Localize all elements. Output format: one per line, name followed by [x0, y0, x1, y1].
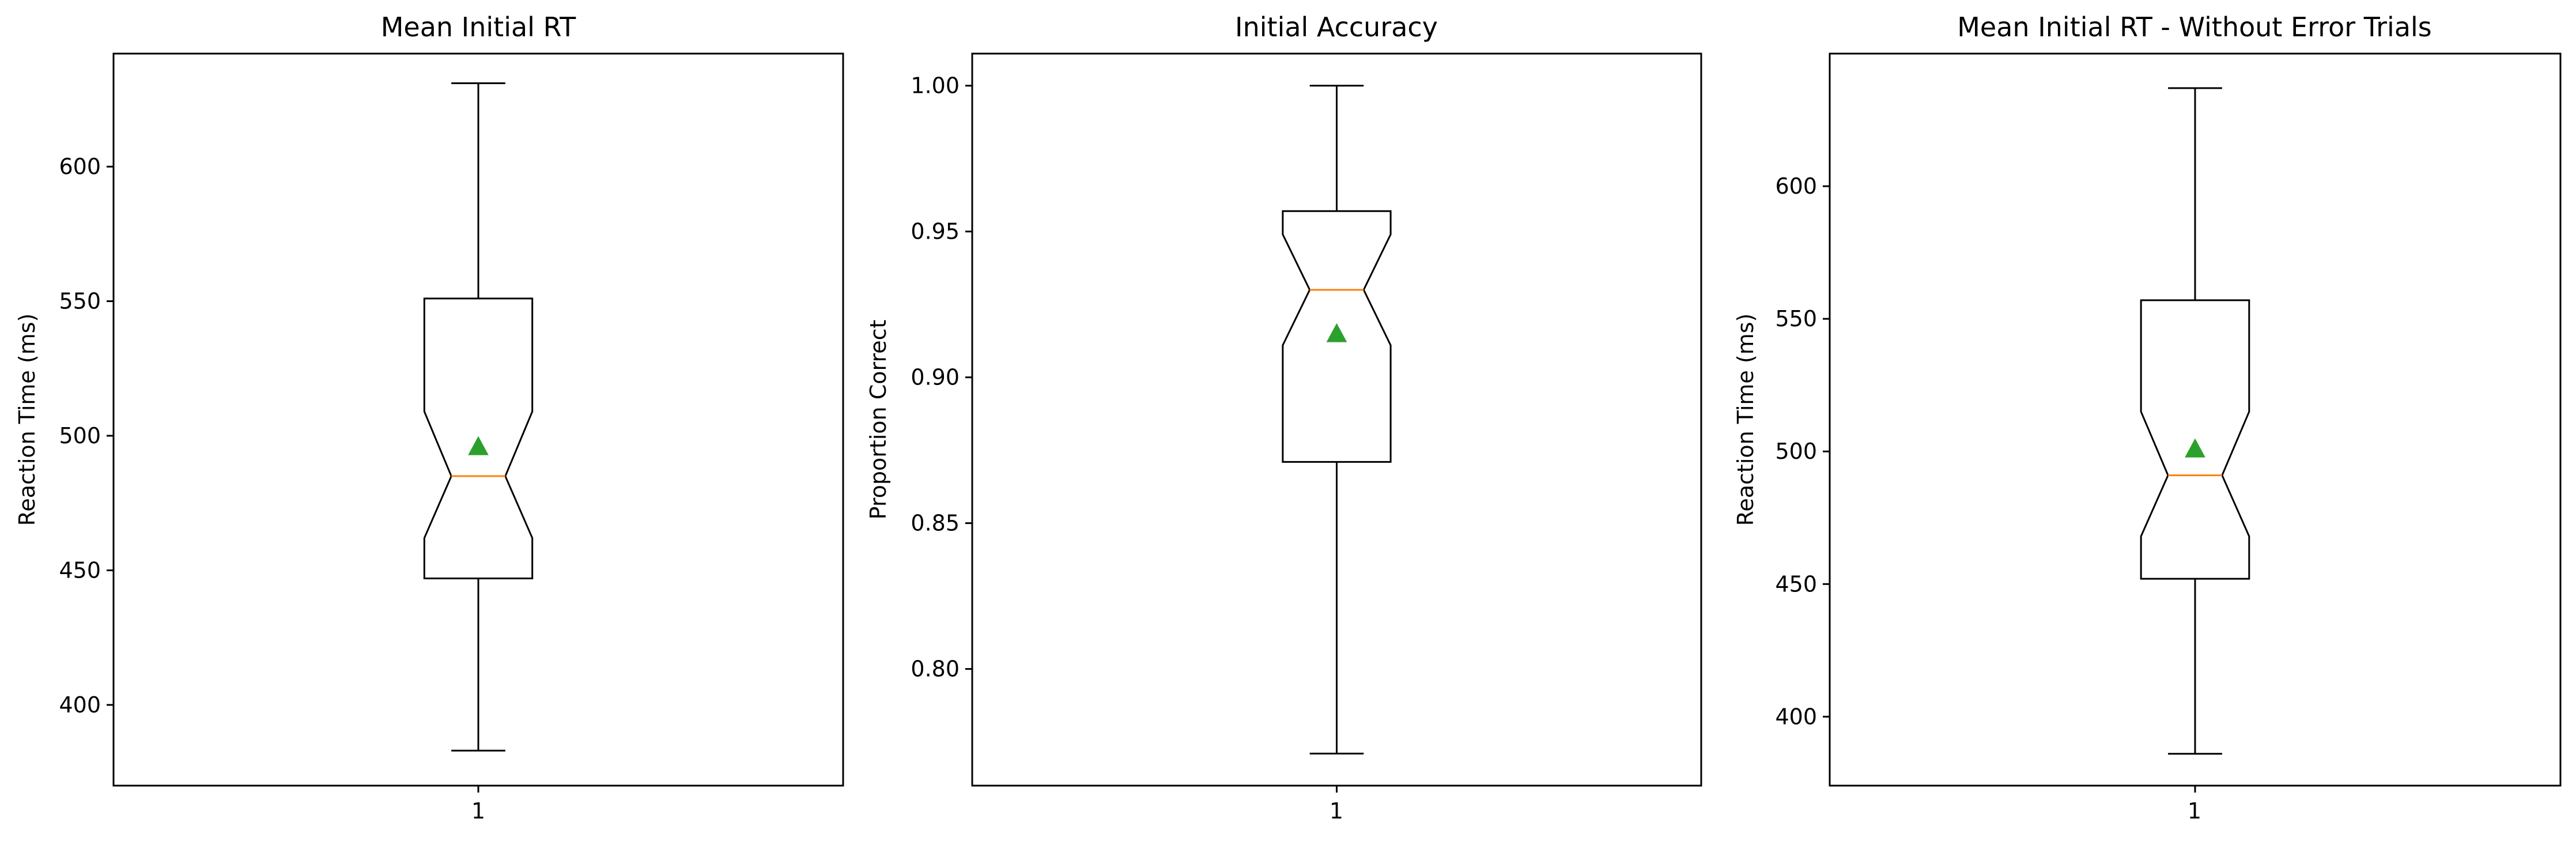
y-tick-label: 500	[59, 423, 101, 448]
panel-2: Initial Accuracy Proportion Correct 0.80…	[866, 12, 1702, 824]
y-tick-label: 600	[59, 154, 101, 179]
chart-title: Initial Accuracy	[1235, 12, 1438, 43]
y-tick-label: 450	[59, 557, 101, 583]
plot-frame	[112, 52, 844, 787]
y-tick-label: 0.85	[911, 511, 960, 536]
chart-title: Mean Initial RT - Without Error Trials	[1957, 12, 2432, 43]
boxplot-marks	[2140, 87, 2250, 755]
y-ticks: 400 450 500 550 600	[1775, 173, 2196, 793]
y-tick-label: 550	[59, 289, 101, 314]
panel-3: Mean Initial RT - Without Error Trials R…	[1733, 12, 2562, 824]
boxplot-marks	[423, 82, 534, 752]
y-tick-label: 0.90	[911, 365, 960, 390]
mean-marker	[1326, 323, 1347, 342]
mean-marker	[468, 436, 489, 455]
y-tick-label: 400	[1775, 704, 1817, 729]
y-ticks: 0.80 0.85 0.90 0.95 1.00	[911, 73, 1338, 793]
y-tick-label: 0.80	[911, 657, 960, 682]
y-tick-label: 600	[1775, 173, 1817, 199]
y-axis-label: Reaction Time (ms)	[1733, 314, 1758, 526]
plot-frame	[971, 52, 1702, 787]
plot-frame	[1829, 52, 2562, 787]
y-tick-label: 1.00	[911, 73, 960, 99]
mean-marker	[2185, 438, 2205, 458]
y-tick-label: 0.95	[911, 219, 960, 244]
y-ticks: 400 450 500 550 600	[59, 154, 479, 793]
chart-title: Mean Initial RT	[381, 12, 576, 43]
boxplot-marks	[1282, 85, 1392, 755]
y-tick-label: 400	[59, 692, 101, 718]
x-tick-label: 1	[1329, 798, 1343, 824]
y-tick-label: 550	[1775, 306, 1817, 331]
y-tick-label: 500	[1775, 439, 1817, 464]
x-tick-label: 1	[471, 798, 485, 824]
y-axis-label: Proportion Correct	[866, 320, 891, 520]
notched-box	[2140, 299, 2250, 580]
x-tick-label: 1	[2188, 798, 2201, 824]
notched-box	[423, 297, 534, 579]
panel-1: Mean Initial RT Reaction Time (ms) 400 45…	[14, 12, 844, 824]
y-tick-label: 450	[1775, 571, 1817, 597]
y-axis-label: Reaction Time (ms)	[14, 314, 40, 526]
notched-box	[1282, 210, 1392, 463]
